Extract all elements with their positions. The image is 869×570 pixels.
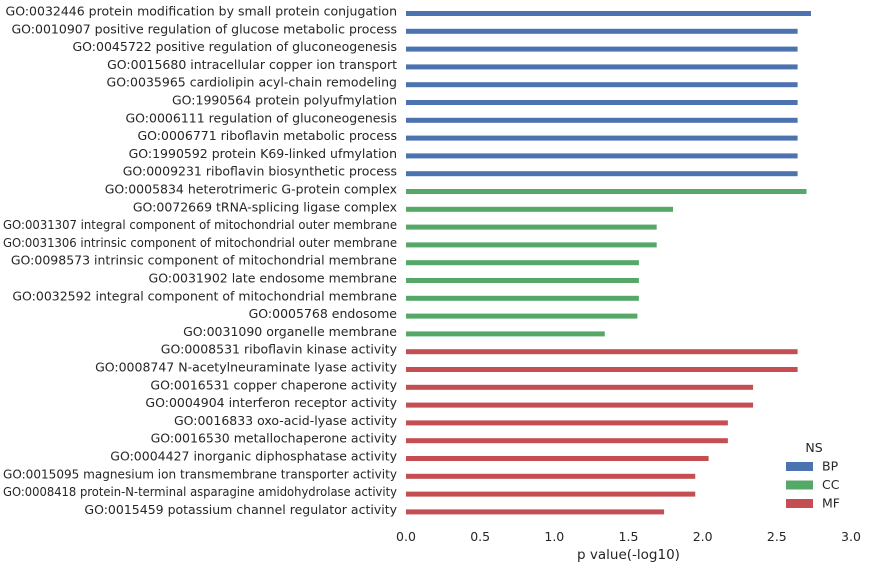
category-label: GO:0016833 oxo-acid-lyase activity — [174, 413, 398, 428]
category-label: GO:0032446 protein modification by small… — [6, 4, 397, 19]
bar-cc — [406, 295, 639, 301]
bar-cc — [406, 260, 639, 266]
x-tick-label: 2.0 — [693, 529, 713, 544]
category-label: GO:1990592 protein K69-linked ufmylation — [129, 146, 397, 161]
bar-mf — [406, 491, 696, 497]
bar-cc — [406, 189, 807, 194]
bar-mf — [406, 509, 665, 515]
bar-bp — [406, 11, 811, 16]
category-label: GO:0004427 inorganic diphosphatase activ… — [110, 449, 397, 464]
x-tick-label: 2.5 — [767, 529, 787, 544]
category-label: GO:0009231 riboflavin biosynthetic proce… — [123, 164, 397, 179]
category-label: GO:0006111 regulation of gluconeogenesis — [126, 110, 398, 125]
x-axis-ticks: 0.0 0.5 1.0 1.5 2.0 2.5 3.0 — [396, 529, 861, 544]
bars-layer — [406, 11, 811, 515]
category-label: GO:0008418 protein-N-terminal asparagine… — [3, 484, 398, 499]
category-label: GO:0016530 metallochaperone activity — [151, 431, 398, 446]
bar-cc — [406, 313, 638, 319]
bar-bp — [406, 171, 798, 177]
category-labels: GO:0032446 protein modification by small… — [3, 4, 398, 517]
bar-mf — [406, 384, 754, 390]
bar-cc — [406, 224, 657, 230]
bar-mf — [406, 420, 728, 426]
category-label: GO:0045722 positive regulation of glucon… — [73, 39, 398, 54]
bar-bp — [406, 82, 798, 88]
bar-bp — [406, 46, 798, 52]
category-label: GO:0008747 N-acetylneuraminate lyase act… — [95, 360, 398, 375]
x-tick-label: 3.0 — [841, 529, 861, 544]
bar-mf — [406, 473, 696, 479]
category-label: GO:0006771 riboflavin metabolic process — [138, 128, 398, 143]
category-label: GO:0031090 organelle membrane — [183, 324, 397, 339]
category-label: GO:0031306 intrinsic component of mitoch… — [3, 235, 397, 250]
bar-mf — [406, 402, 754, 408]
category-label: GO:1990564 protein polyufmylation — [172, 93, 397, 108]
category-label: GO:0010907 positive regulation of glucos… — [11, 21, 397, 36]
bar-mf — [406, 438, 728, 444]
bar-bp — [406, 28, 798, 34]
bar-cc — [406, 278, 639, 283]
category-label: GO:0008531 riboflavin kinase activity — [161, 342, 398, 357]
bar-cc — [406, 331, 605, 337]
category-label: GO:0032592 integral component of mitocho… — [12, 288, 397, 303]
category-label: GO:0016531 copper chaperone activity — [150, 377, 397, 392]
category-label: GO:0072669 tRNA-splicing ligase complex — [133, 199, 397, 214]
category-label: GO:0031307 integral component of mitocho… — [3, 217, 397, 232]
legend-swatch-cc — [786, 480, 813, 490]
category-label: GO:0098573 intrinsic component of mitoch… — [11, 253, 397, 268]
x-tick-label: 0.0 — [396, 529, 416, 544]
category-label: GO:0005834 heterotrimeric G-protein comp… — [105, 182, 397, 197]
bar-mf — [406, 456, 709, 461]
x-tick-label: 1.5 — [619, 529, 639, 544]
bar-bp — [406, 100, 798, 105]
category-label: GO:0015680 intracellular copper ion tran… — [107, 57, 397, 72]
bar-bp — [406, 117, 798, 123]
bar-bp — [406, 64, 798, 70]
legend-swatch-mf — [786, 499, 813, 508]
legend-title: NS — [805, 440, 822, 455]
bar-bp — [406, 153, 798, 159]
bar-cc — [406, 206, 673, 212]
x-tick-label: 0.5 — [470, 529, 490, 544]
legend-swatch-bp — [786, 462, 813, 471]
legend-label-cc: CC — [822, 477, 840, 492]
x-axis-label: p value(-log10) — [577, 547, 680, 563]
bar-mf — [406, 349, 798, 355]
legend-label-bp: BP — [822, 459, 839, 474]
bar-mf — [406, 367, 798, 372]
category-label: GO:0015095 magnesium ion transmembrane t… — [3, 466, 398, 481]
category-label: GO:0015459 potassium channel regulator a… — [84, 502, 397, 517]
bar-cc — [406, 242, 657, 248]
x-tick-label: 1.0 — [544, 529, 564, 544]
category-label: GO:0031902 late endosome membrane — [149, 271, 398, 286]
category-label: GO:0005768 endosome — [249, 306, 398, 321]
legend-label-mf: MF — [822, 496, 840, 511]
bar-bp — [406, 135, 798, 141]
category-label: GO:0035965 cardiolipin acyl-chain remode… — [107, 75, 397, 90]
category-label: GO:0004904 interferon receptor activity — [145, 395, 397, 410]
